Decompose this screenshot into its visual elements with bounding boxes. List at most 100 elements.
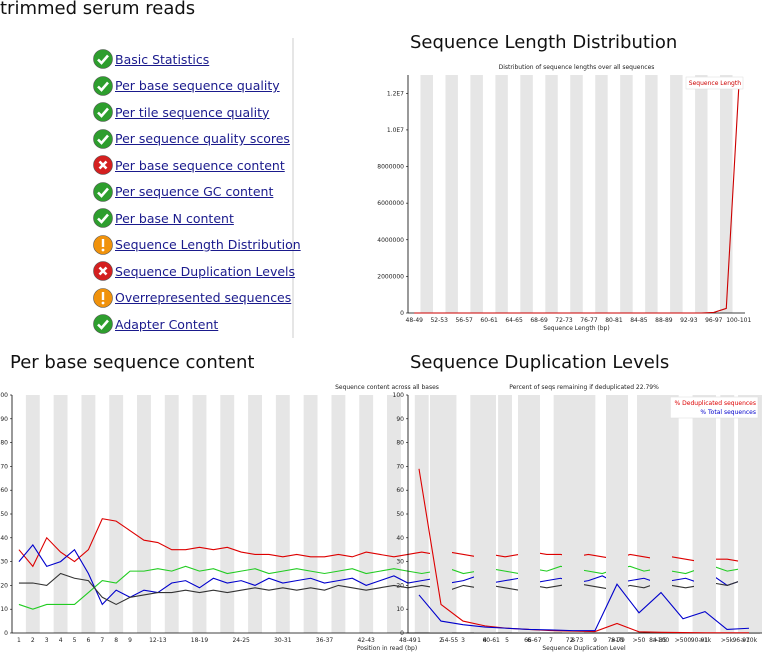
y-tick-label: 100	[0, 392, 8, 399]
stripe	[248, 395, 262, 633]
y-tick-label: 0	[4, 630, 8, 637]
x-tick-label: 48-49	[406, 317, 424, 324]
y-tick-label: 6000000	[377, 200, 404, 207]
stripe	[470, 75, 483, 313]
x-tick-label: 9	[128, 637, 132, 644]
legend-entry: % Total sequences	[700, 409, 756, 416]
stripe	[545, 75, 558, 313]
x-tick-label: 12-13	[149, 637, 167, 644]
icon-circle	[93, 102, 113, 123]
icon-circle	[93, 314, 113, 335]
y-tick-label: 70	[396, 463, 404, 470]
x-tick-label: >100	[653, 637, 670, 644]
module-link[interactable]: Per base N content	[115, 210, 234, 226]
stripe	[420, 75, 433, 313]
module-link[interactable]: Basic Statistics	[115, 51, 210, 67]
series-line	[18, 565, 756, 610]
module-item: Sequence Length Distribution	[93, 232, 301, 259]
module-link[interactable]: Sequence Duplication Levels	[115, 263, 296, 279]
module-link[interactable]: Sequence Length Distribution	[115, 237, 301, 253]
x-tick-label: 8	[114, 637, 118, 644]
y-tick-label: 8000000	[377, 164, 404, 171]
stripe	[109, 395, 124, 633]
stripe	[720, 395, 735, 633]
chart-heading: Per base sequence content	[10, 352, 254, 373]
x-tick-label: 18-19	[191, 637, 209, 644]
module-link[interactable]: Per sequence quality scores	[115, 131, 290, 147]
x-tick-label: 92-93	[680, 317, 698, 324]
module-link[interactable]: Per sequence GC content	[115, 184, 274, 200]
module-link[interactable]: Per base sequence quality	[115, 78, 280, 94]
x-tick-label: 2	[31, 637, 35, 644]
y-tick-label: 70	[0, 463, 8, 470]
icon-circle	[93, 75, 113, 96]
chart-title: Distribution of sequence lengths over al…	[499, 64, 655, 71]
icon-glyph	[97, 319, 109, 331]
stripe	[650, 395, 672, 633]
x-tick-label: 8	[571, 637, 575, 644]
x-tick-label: 66-67	[524, 637, 542, 644]
stripe	[495, 75, 508, 313]
legend-box	[685, 76, 744, 90]
module-link[interactable]: Per base sequence content	[115, 157, 285, 173]
module-item: Overrepresented sequences	[93, 285, 301, 312]
y-tick-label: 30	[0, 559, 8, 566]
status-icon	[93, 155, 113, 176]
y-tick-label: 10	[0, 606, 8, 613]
status-icon	[93, 261, 113, 282]
y-tick-label: 90	[396, 416, 404, 423]
x-tick-label: >1k	[699, 637, 712, 644]
series-line	[418, 468, 749, 634]
stripe	[445, 75, 458, 313]
module-list: Basic Statistics Per base sequence qualit…	[93, 46, 301, 338]
stripe	[562, 395, 584, 633]
x-tick-label: 42-43	[357, 637, 375, 644]
icon-glyph	[97, 81, 109, 92]
status-icon	[93, 287, 113, 308]
x-tick-label: 80-81	[605, 317, 623, 324]
stripe	[620, 75, 633, 313]
legend-entry: Sequence Length	[689, 80, 741, 87]
y-tick-label: 10	[396, 606, 404, 613]
x-tick-label: 78-79	[607, 637, 625, 644]
stripe	[520, 75, 533, 313]
x-tick-label: 6	[86, 637, 90, 644]
stripe	[164, 395, 179, 633]
y-tick-label: 2000000	[377, 273, 404, 280]
x-tick-label: 6	[527, 637, 531, 644]
x-tick-label: 72-73	[555, 317, 573, 324]
x-tick-label: 96-97	[705, 317, 723, 324]
x-tick-label: 84-85	[630, 317, 648, 324]
x-tick-label: 72-73	[566, 637, 584, 644]
module-link[interactable]: Overrepresented sequences	[115, 290, 292, 306]
stripe	[595, 75, 608, 313]
y-tick-label: 40	[0, 535, 8, 542]
stripe	[192, 395, 207, 633]
chart-heading: Sequence Duplication Levels	[410, 352, 669, 373]
x-tick-label: 1	[417, 637, 421, 644]
stripe	[498, 395, 512, 633]
y-tick-label: 80	[0, 440, 8, 447]
status-icon	[93, 314, 113, 335]
x-tick-label: 7	[100, 637, 104, 644]
x-tick-label: 2	[439, 637, 443, 644]
stripe	[275, 395, 290, 633]
stripe	[53, 395, 68, 633]
y-tick-label: 50	[396, 511, 404, 518]
y-tick-label: 80	[396, 440, 404, 447]
icon-glyph	[101, 291, 105, 300]
stripe	[137, 395, 151, 633]
module-link[interactable]: Adapter Content	[115, 316, 219, 332]
page-title: trimmed serum reads	[0, 0, 195, 19]
y-tick-label: 90	[0, 416, 8, 423]
series-line	[18, 518, 756, 568]
series-line	[18, 544, 756, 606]
module-link[interactable]: Per tile sequence quality	[115, 104, 270, 120]
x-tick-label: >500	[675, 637, 692, 644]
stripe	[331, 395, 346, 633]
icon-glyph	[98, 160, 108, 170]
x-tick-label: 3	[461, 637, 465, 644]
x-tick-label: 100-101	[726, 317, 751, 324]
